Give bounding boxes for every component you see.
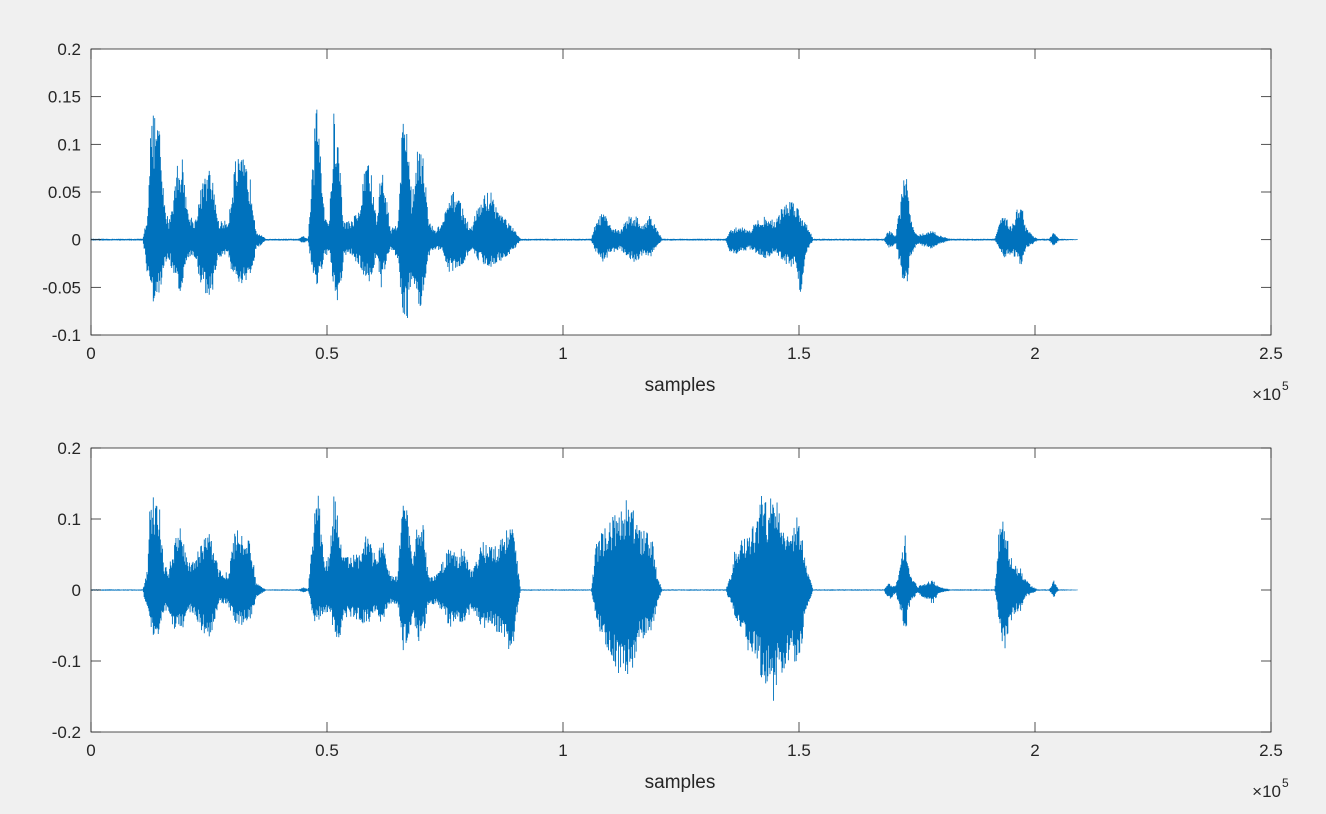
- x-tick-label: 0: [86, 741, 95, 760]
- x-tick-label: 0.5: [315, 741, 339, 760]
- y-tick-label: -0.1: [52, 652, 81, 671]
- y-tick-label: -0.05: [42, 278, 81, 297]
- y-tick-label: 0.15: [48, 88, 81, 107]
- x-multiplier-label: ×10: [1252, 385, 1281, 404]
- x-tick-label: 1.5: [787, 741, 811, 760]
- y-tick-label: 0.1: [57, 135, 81, 154]
- x-axis-label: samples: [645, 375, 716, 396]
- x-tick-label: 0: [86, 344, 95, 363]
- x-tick-label: 2.5: [1259, 344, 1283, 363]
- y-tick-label: 0: [72, 581, 81, 600]
- y-tick-label: 0.1: [57, 510, 81, 529]
- y-tick-label: 0: [72, 231, 81, 250]
- x-multiplier-exponent: 5: [1282, 379, 1289, 393]
- y-tick-label: 0.05: [48, 183, 81, 202]
- x-tick-label: 2: [1030, 741, 1039, 760]
- x-multiplier-label: ×10: [1252, 782, 1281, 801]
- x-axis-label: samples: [645, 772, 716, 793]
- top-axes[interactable]: 0 0.5 1 1.5 2 2.5 -0.1 -0.05 0 0.05 0.1 0.15 0.2 samp…: [42, 40, 1289, 404]
- x-tick-label: 0.5: [315, 344, 339, 363]
- x-tick-label: 1: [558, 344, 567, 363]
- x-tick-label: 1.5: [787, 344, 811, 363]
- bottom-axes[interactable]: 0 0.5 1 1.5 2 2.5 -0.2 -0.1 0 0.1 0.2 samples ×10 5: [52, 439, 1289, 801]
- x-tick-label: 2.5: [1259, 741, 1283, 760]
- y-tick-label: 0.2: [57, 40, 81, 59]
- y-tick-label: -0.1: [52, 326, 81, 345]
- y-tick-label: -0.2: [52, 723, 81, 742]
- x-multiplier-exponent: 5: [1282, 776, 1289, 790]
- x-tick-label: 1: [558, 741, 567, 760]
- y-tick-label: 0.2: [57, 439, 81, 458]
- plot-area: [91, 49, 1271, 335]
- x-tick-label: 2: [1030, 344, 1039, 363]
